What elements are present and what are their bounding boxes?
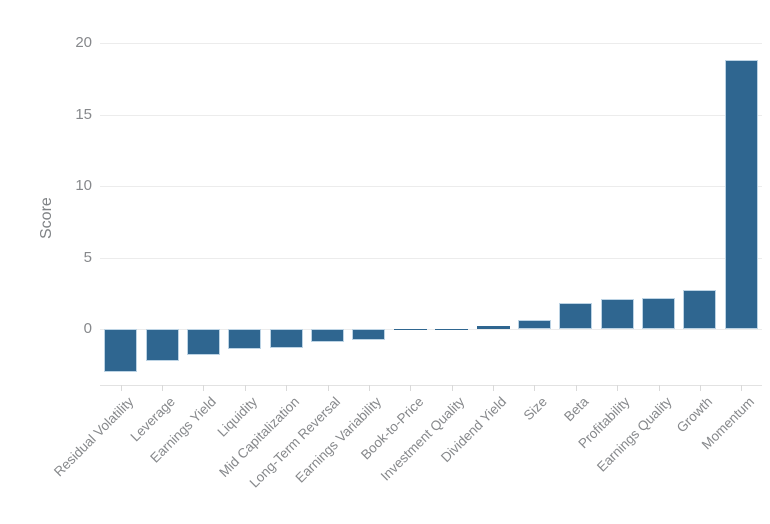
bar-beta bbox=[559, 303, 593, 329]
x-tick-mark bbox=[534, 385, 536, 391]
y-tick-label: 5 bbox=[83, 248, 92, 266]
x-tick-label-earnings-quality: Earnings Quality bbox=[593, 394, 675, 475]
bar-liquidity bbox=[228, 329, 262, 349]
x-tick-mark bbox=[658, 385, 660, 391]
bar-size bbox=[517, 320, 551, 329]
bar-earnings-variability bbox=[352, 329, 386, 341]
x-tick-mark bbox=[368, 385, 370, 391]
x-tick-label-beta: Beta bbox=[561, 394, 592, 425]
x-tick-mark bbox=[451, 385, 453, 391]
x-tick-mark bbox=[741, 385, 743, 391]
bar-leverage bbox=[145, 329, 179, 361]
bar-growth bbox=[683, 290, 717, 329]
x-tick-label-size: Size bbox=[520, 394, 551, 424]
bar-long-term-reversal bbox=[311, 329, 345, 342]
x-tick-mark bbox=[244, 385, 246, 391]
x-tick-label-residual-volatility: Residual Volatility bbox=[50, 394, 137, 480]
bar-earnings-yield bbox=[186, 329, 220, 355]
x-tick-mark bbox=[120, 385, 122, 391]
gridline-y-0 bbox=[100, 329, 762, 330]
y-tick-label: 0 bbox=[83, 320, 92, 337]
gridline-y-15 bbox=[100, 114, 762, 116]
x-tick-mark bbox=[699, 385, 701, 391]
bar-mid-capitalization bbox=[269, 329, 303, 348]
x-tick-mark bbox=[410, 385, 412, 391]
bar-earnings-quality bbox=[642, 297, 676, 329]
bar-profitability bbox=[600, 299, 634, 329]
gridline-y-5 bbox=[100, 257, 762, 259]
bar-residual-volatility bbox=[104, 329, 138, 372]
bar-investment-quality bbox=[435, 329, 469, 331]
x-tick-mark bbox=[617, 385, 619, 391]
gridline-y-20 bbox=[100, 43, 762, 44]
y-tick-label: 10 bbox=[75, 177, 92, 194]
gridline-y-10 bbox=[100, 186, 762, 187]
x-tick-mark bbox=[493, 385, 495, 391]
x-axis-line bbox=[100, 385, 762, 386]
x-tick-mark bbox=[327, 385, 329, 391]
y-axis-label: Score bbox=[38, 197, 55, 239]
bar-dividend-yield bbox=[476, 326, 510, 329]
y-tick-label: 20 bbox=[75, 34, 92, 51]
x-tick-mark bbox=[286, 385, 288, 391]
y-tick-label: 15 bbox=[75, 105, 92, 123]
x-tick-mark bbox=[575, 385, 577, 391]
x-tick-label-growth: Growth bbox=[674, 394, 716, 436]
x-tick-mark bbox=[162, 385, 164, 391]
bar-book-to-price bbox=[393, 329, 427, 330]
x-tick-mark bbox=[203, 385, 205, 391]
bar-momentum bbox=[724, 60, 758, 329]
